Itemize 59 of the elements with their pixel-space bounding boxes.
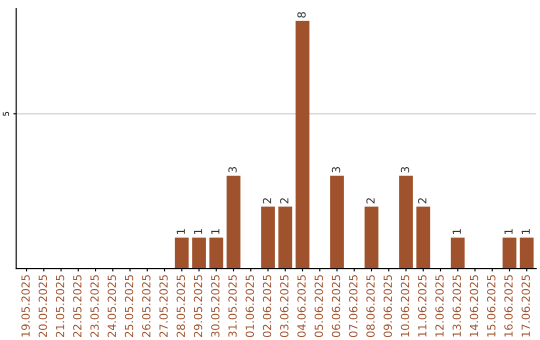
data-label: 1 <box>176 229 185 234</box>
data-label: 2 <box>262 198 272 204</box>
x-tick-label: 20.05.2025 <box>38 275 48 337</box>
bar <box>174 238 189 269</box>
x-tick-label: 15.06.2025 <box>487 275 496 337</box>
x-tick-label: 09.06.2025 <box>384 275 392 338</box>
data-label: 2 <box>418 198 426 204</box>
bar <box>192 238 206 269</box>
x-tick-label: 31.05.2025 <box>228 275 237 337</box>
x-tick-label: 28.05.2025 <box>176 275 185 337</box>
x-tick-label: 12.06.2025 <box>435 275 444 337</box>
data-label: 1 <box>211 229 220 234</box>
bar <box>330 176 344 269</box>
x-tick-label: 08.06.2025 <box>366 275 375 338</box>
data-label: 2 <box>366 198 375 204</box>
bar <box>399 176 413 269</box>
x-tick-label: 21.05.2025 <box>56 275 64 337</box>
bar <box>520 238 534 269</box>
bar <box>261 206 275 269</box>
y-tick-label: 5 <box>2 112 10 116</box>
x-tick-label: 14.06.2025 <box>470 275 478 337</box>
x-tick-label: 30.05.2025 <box>211 275 220 337</box>
x-tick-label: 01.06.2025 <box>246 275 254 338</box>
x-tick-label: 25.05.2025 <box>124 275 134 337</box>
x-tick-label: 07.06.2025 <box>349 275 358 338</box>
data-label: 1 <box>522 229 530 234</box>
x-tick-label: 02.06.2025 <box>262 275 272 338</box>
data-label: 3 <box>332 167 340 172</box>
x-tick-label: 11.06.2025 <box>418 275 426 337</box>
x-tick-label: 16.06.2025 <box>504 275 513 337</box>
data-label: 3 <box>400 167 410 172</box>
x-tick-label: 19.05.2025 <box>21 275 30 337</box>
x-tick-label: 03.06.2025 <box>280 275 288 338</box>
x-tick-label: 23.05.2025 <box>90 275 99 337</box>
bar <box>209 238 224 269</box>
bar <box>278 206 292 269</box>
x-tick-label: 24.05.2025 <box>108 275 116 337</box>
bar <box>364 206 378 269</box>
x-tick-label: 27.05.2025 <box>159 275 168 337</box>
bar <box>226 176 240 269</box>
bar <box>502 238 516 269</box>
x-tick-label: 13.06.2025 <box>452 275 461 337</box>
data-label: 8 <box>297 12 306 18</box>
bar <box>296 20 310 269</box>
data-label: 1 <box>504 229 513 234</box>
bar <box>450 238 465 269</box>
x-tick-label: 06.06.2025 <box>332 275 340 338</box>
bar <box>416 206 430 269</box>
x-tick-label: 05.06.2025 <box>314 275 323 338</box>
x-tick-label: 29.05.2025 <box>194 275 202 337</box>
data-label: 1 <box>194 229 202 234</box>
data-label: 3 <box>228 167 237 172</box>
x-tick-label: 26.05.2025 <box>142 275 151 337</box>
x-tick-label: 10.06.2025 <box>400 275 410 337</box>
x-tick-label: 04.06.2025 <box>297 275 306 338</box>
x-tick-label: 22.05.2025 <box>73 275 82 337</box>
data-label: 1 <box>452 229 461 234</box>
data-label: 2 <box>280 198 288 204</box>
x-tick-label: 17.06.2025 <box>522 275 530 337</box>
